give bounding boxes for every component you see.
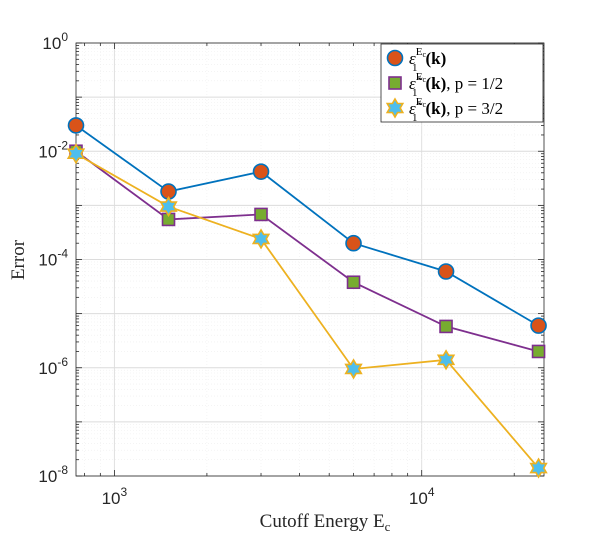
legend-box: [380, 43, 544, 123]
series-3-point: [344, 358, 363, 380]
legend-label-3: ε̃Ec 1 (k), p = 3/2: [409, 96, 503, 124]
y-tick-label: 10-6: [38, 355, 68, 378]
legend-symbol: ε: [409, 49, 416, 68]
legend-marker-1: [386, 49, 404, 67]
series-3-line: [75, 152, 540, 469]
y-tick-label-base: 10: [42, 34, 61, 53]
series-3-point: [66, 143, 86, 165]
y-tick-label-exponent: 0: [61, 30, 68, 44]
legend-argument: (k): [426, 99, 447, 118]
x-tick-label-exponent: 3: [121, 485, 128, 499]
legend-label-1: εEc 1 (k): [409, 46, 446, 74]
legend-entry-1: εEc 1 (k): [386, 46, 446, 74]
y-tick-label: 10-8: [38, 463, 68, 486]
legend-entry-3: ε̃Ec 1 (k), p = 3/2: [385, 96, 503, 124]
legend-superscript: E: [416, 46, 423, 58]
x-tick-label-base: 10: [102, 489, 121, 508]
y-tick-label-base: 10: [38, 142, 57, 161]
series-2-point: [439, 319, 453, 334]
series-1-point: [67, 117, 85, 134]
series-3: [66, 143, 548, 479]
x-tick-label: 104: [409, 485, 435, 508]
legend: εEc 1 (k)ε̃Ec 1 (k), p = 1/2ε̃Ec 1 (k), p = 3/…: [380, 43, 544, 124]
series-3-point: [436, 349, 456, 371]
y-tick-label-exponent: -6: [57, 355, 68, 369]
y-tick-label-base: 10: [38, 251, 57, 270]
axis-labels: Cutoff Energy Ec Error: [8, 239, 391, 534]
series-1-point: [345, 234, 362, 252]
series-2-point: [531, 344, 546, 359]
legend-superscript-sub: c: [422, 100, 426, 109]
y-tick-label-exponent: -4: [57, 247, 68, 261]
y-tick-label: 10-2: [38, 138, 68, 161]
y-axis-label: Error: [8, 239, 29, 280]
legend-marker-3: [385, 97, 405, 119]
legend-argument: (k): [426, 74, 447, 93]
series-1-point: [437, 263, 455, 280]
data-series: [66, 117, 548, 479]
y-tick-label-exponent: -8: [57, 463, 68, 477]
y-tick-label-base: 10: [38, 359, 57, 378]
x-tick-label: 103: [102, 485, 128, 508]
y-tick-label-base: 10: [38, 467, 57, 486]
series-3-point: [251, 228, 271, 250]
legend-superscript-sub: c: [422, 50, 426, 59]
legend-suffix: , p = 1/2: [446, 74, 503, 93]
legend-superscript: E: [416, 71, 423, 83]
series-2-point: [346, 275, 361, 290]
legend-superscript-sub: c: [422, 75, 426, 84]
series-3-point: [159, 195, 178, 218]
legend-marker-2: [388, 76, 402, 90]
legend-argument: (k): [426, 49, 447, 68]
series-1: [67, 117, 547, 334]
y-tick-label-exponent: -2: [57, 138, 68, 152]
series-1-point: [252, 163, 270, 180]
series-1-line: [75, 124, 540, 327]
series-1-point: [530, 317, 547, 334]
legend-subscript: 1: [412, 87, 418, 99]
legend-subscript: 1: [412, 62, 418, 74]
series-2-point: [254, 207, 268, 222]
series-3-point: [529, 457, 548, 479]
x-tick-label-exponent: 4: [428, 485, 435, 499]
x-tick-label-base: 10: [409, 489, 428, 508]
series-2-line: [75, 150, 539, 353]
y-tick-label: 10-4: [38, 247, 68, 270]
legend-suffix: , p = 3/2: [446, 99, 503, 118]
legend-superscript: E: [416, 96, 423, 108]
legend-subscript: 1: [412, 112, 418, 124]
y-tick-label: 100: [42, 30, 68, 53]
x-axis-label: Cutoff Energy Ec: [260, 511, 391, 534]
